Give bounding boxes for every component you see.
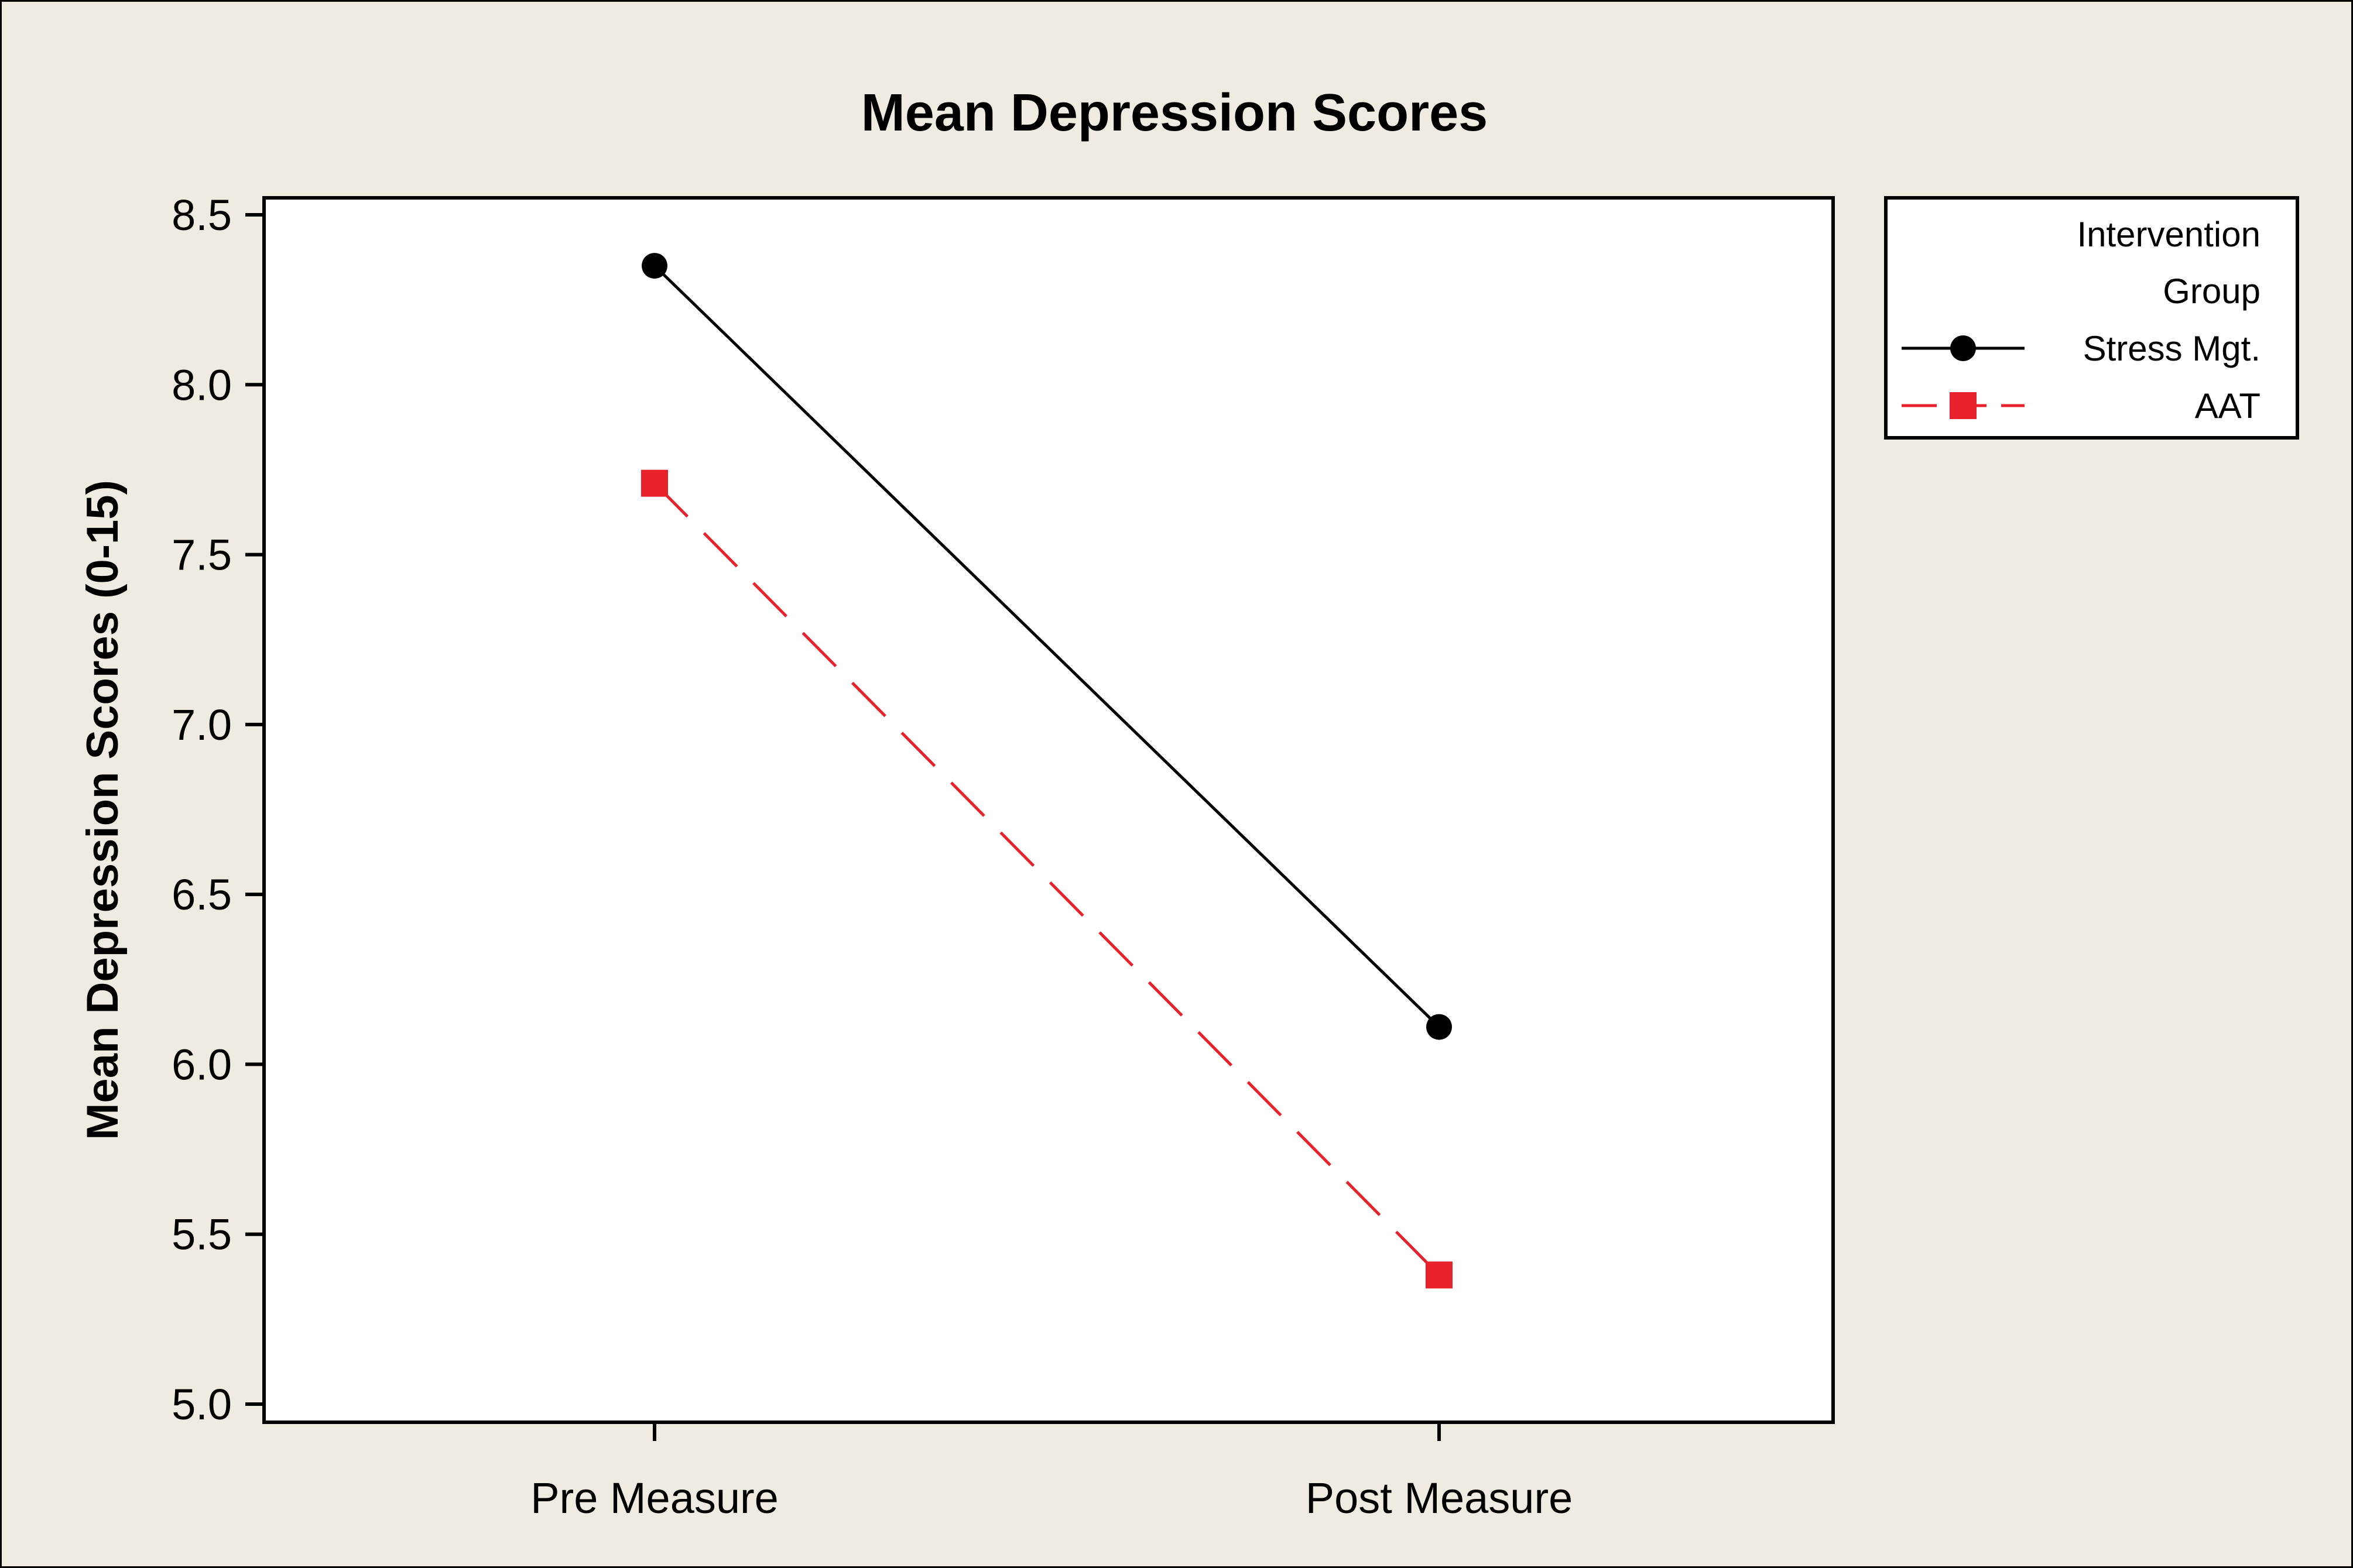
series-layer — [641, 253, 1453, 1289]
legend-label-stress-mgt: Stress Mgt. — [2083, 329, 2260, 368]
y-tick-label: 5.5 — [172, 1210, 232, 1259]
y-axis-label: Mean Depression Scores (0-15) — [78, 480, 128, 1140]
y-tick-label: 5.0 — [172, 1380, 232, 1429]
y-tick-label: 8.5 — [172, 191, 232, 239]
x-tick-label: Post Measure — [1306, 1474, 1573, 1522]
legend-entries: Stress Mgt. AAT — [1902, 329, 2260, 426]
y-tick-label: 6.0 — [172, 1040, 232, 1089]
x-tick-label: Pre Measure — [530, 1474, 779, 1522]
data-point-stress-mgt — [642, 253, 667, 279]
y-tick-label: 6.5 — [172, 870, 232, 919]
chart-title: Mean Depression Scores — [861, 84, 1488, 142]
series-line-stress-mgt — [653, 265, 1440, 1028]
y-tick-label: 8.0 — [172, 361, 232, 409]
legend-title-line-2: Group — [2163, 272, 2260, 311]
y-tick-label: 7.0 — [172, 701, 232, 749]
data-point-aat — [641, 469, 668, 497]
legend: Intervention Group Stress Mgt. AAT — [1884, 196, 2299, 440]
y-axis-ticks: 5.0 5.5 6.0 6.5 7.0 7.5 8.0 8.5 — [172, 191, 264, 1429]
legend-label-aat: AAT — [2195, 386, 2260, 426]
legend-marker-aat — [1950, 392, 1977, 419]
series-line-aat — [653, 482, 1440, 1277]
plot-area — [262, 196, 1835, 1424]
legend-title-line-1: Intervention — [2077, 215, 2260, 254]
data-point-stress-mgt — [1426, 1014, 1452, 1040]
legend-marker-stress-mgt — [1950, 335, 1976, 361]
x-axis-ticks: Pre Measure Post Measure — [530, 1422, 1573, 1522]
data-point-aat — [1426, 1261, 1453, 1289]
y-tick-label: 7.5 — [172, 531, 232, 579]
